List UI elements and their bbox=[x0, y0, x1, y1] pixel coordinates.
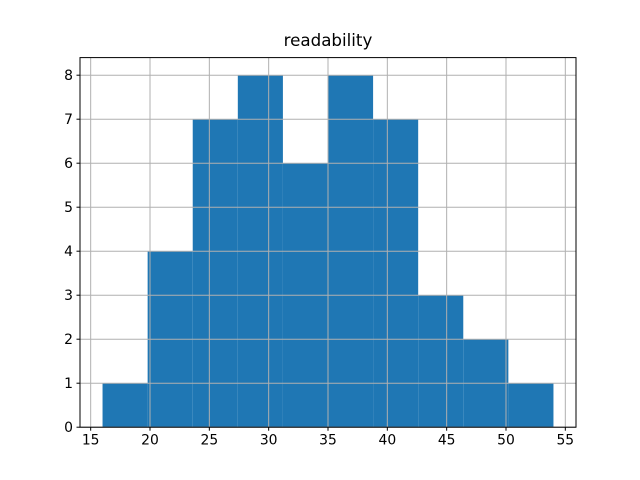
x-tick-label: 25 bbox=[200, 433, 218, 449]
y-tick-label: 3 bbox=[64, 288, 73, 304]
x-tick-label: 50 bbox=[497, 433, 515, 449]
x-tick-label: 20 bbox=[141, 433, 159, 449]
y-tick-label: 7 bbox=[64, 112, 73, 128]
histogram-bar bbox=[508, 383, 554, 428]
chart-title: readability bbox=[284, 30, 373, 50]
histogram-bar bbox=[373, 119, 419, 428]
x-tick-label: 35 bbox=[319, 433, 337, 449]
y-tick-label: 6 bbox=[64, 156, 73, 172]
grid-group bbox=[80, 57, 576, 428]
y-tick-label: 5 bbox=[64, 200, 73, 216]
y-tick-label: 1 bbox=[64, 376, 73, 392]
y-tick-label: 8 bbox=[64, 68, 73, 84]
y-tick-label: 4 bbox=[64, 244, 73, 260]
histogram-bar bbox=[102, 383, 148, 428]
axes-group bbox=[76, 57, 577, 431]
y-tick-label: 2 bbox=[64, 332, 73, 348]
x-tick-label: 55 bbox=[556, 433, 574, 449]
x-tick-label: 45 bbox=[438, 433, 456, 449]
y-tick-label: 0 bbox=[64, 420, 73, 436]
x-tick-label: 30 bbox=[260, 433, 278, 449]
histogram-bar bbox=[418, 295, 464, 428]
x-tick-label: 15 bbox=[82, 433, 100, 449]
histogram-bar bbox=[192, 119, 238, 428]
x-tick-label: 40 bbox=[378, 433, 396, 449]
